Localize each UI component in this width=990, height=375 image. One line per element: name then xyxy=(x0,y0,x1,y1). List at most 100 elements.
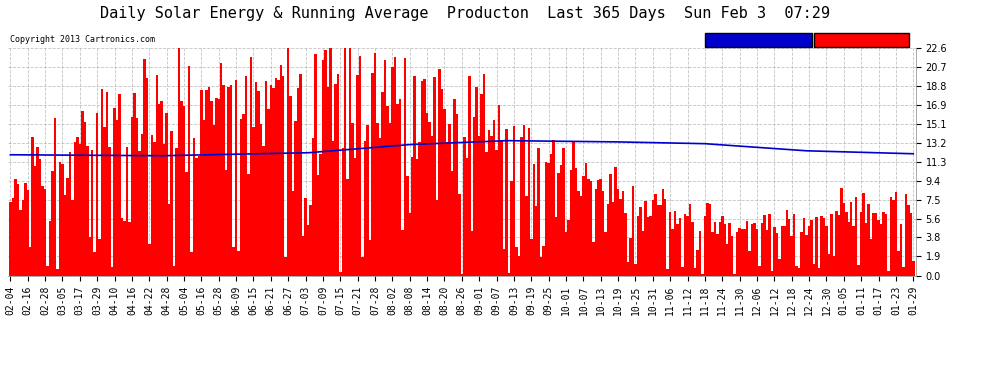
Bar xyxy=(416,159,419,276)
Bar xyxy=(704,216,706,276)
Bar xyxy=(334,84,337,276)
Bar xyxy=(170,131,173,276)
Bar xyxy=(168,204,170,276)
Bar xyxy=(488,130,490,276)
Bar xyxy=(116,120,118,276)
Bar xyxy=(515,248,518,276)
Bar xyxy=(426,113,429,276)
Bar xyxy=(847,222,850,276)
Bar xyxy=(243,114,245,276)
Bar xyxy=(129,222,131,276)
Bar xyxy=(580,196,582,276)
Bar xyxy=(455,114,458,276)
Bar xyxy=(86,146,88,276)
Bar xyxy=(404,58,406,276)
Bar xyxy=(264,81,267,276)
Bar xyxy=(659,205,661,276)
Bar xyxy=(141,134,144,276)
Bar xyxy=(160,101,163,276)
Bar xyxy=(500,140,503,276)
Bar xyxy=(597,180,600,276)
Bar xyxy=(203,120,205,276)
Bar xyxy=(753,223,755,276)
Bar xyxy=(867,204,870,276)
Bar xyxy=(741,229,743,276)
Bar xyxy=(630,238,632,276)
Bar xyxy=(912,261,915,276)
Bar xyxy=(669,213,671,276)
Bar xyxy=(475,87,478,276)
Bar xyxy=(721,216,724,276)
Bar xyxy=(559,165,562,276)
Bar xyxy=(262,146,264,276)
Bar xyxy=(124,221,126,276)
Bar xyxy=(371,74,374,276)
Bar xyxy=(180,101,183,276)
Bar xyxy=(842,204,845,276)
Bar xyxy=(664,199,666,276)
Bar xyxy=(587,179,590,276)
Bar xyxy=(743,229,745,276)
Bar xyxy=(453,99,455,276)
Bar xyxy=(235,80,238,276)
Bar xyxy=(150,135,153,276)
Bar xyxy=(460,274,463,276)
Bar xyxy=(910,213,912,276)
Bar xyxy=(845,212,847,276)
Bar xyxy=(409,213,411,276)
Bar xyxy=(666,269,669,276)
Bar xyxy=(68,152,71,276)
Bar xyxy=(309,205,312,276)
Bar xyxy=(625,213,627,276)
Bar xyxy=(671,230,674,276)
Bar xyxy=(508,273,510,276)
Bar xyxy=(257,91,259,276)
Bar xyxy=(818,268,821,276)
Bar xyxy=(198,156,200,276)
Bar xyxy=(327,87,329,276)
Bar xyxy=(49,221,51,276)
Bar xyxy=(9,202,12,276)
Bar xyxy=(22,200,24,276)
Bar xyxy=(81,111,83,276)
Bar xyxy=(279,65,282,276)
Bar xyxy=(284,257,287,276)
Bar xyxy=(121,217,124,276)
Bar xyxy=(549,154,552,276)
Bar xyxy=(139,151,141,276)
Bar xyxy=(289,96,292,276)
Bar xyxy=(798,268,800,276)
Bar xyxy=(543,246,545,276)
Bar xyxy=(498,105,500,276)
Bar xyxy=(24,183,27,276)
Bar xyxy=(424,80,426,276)
Bar xyxy=(877,220,880,276)
Bar xyxy=(503,249,505,276)
Bar xyxy=(384,60,386,276)
Bar xyxy=(540,257,543,276)
Bar xyxy=(607,204,610,276)
Bar xyxy=(674,211,676,276)
Bar xyxy=(800,232,803,276)
Bar xyxy=(163,144,165,276)
Bar xyxy=(230,85,233,276)
Bar xyxy=(215,98,218,276)
Bar xyxy=(228,87,230,276)
Bar xyxy=(369,240,371,276)
Bar xyxy=(564,232,567,276)
Bar xyxy=(32,137,34,276)
Bar xyxy=(66,178,68,276)
Bar xyxy=(490,136,493,276)
Bar xyxy=(632,186,635,276)
Bar xyxy=(872,213,875,276)
Bar xyxy=(602,191,605,276)
Bar xyxy=(525,196,528,276)
Text: Average  (kWh): Average (kWh) xyxy=(722,36,795,45)
Bar xyxy=(788,219,790,276)
Bar xyxy=(322,60,324,276)
Bar xyxy=(468,76,470,276)
Bar xyxy=(108,147,111,276)
Bar xyxy=(155,75,158,276)
Bar xyxy=(841,188,842,276)
Bar xyxy=(714,222,716,276)
